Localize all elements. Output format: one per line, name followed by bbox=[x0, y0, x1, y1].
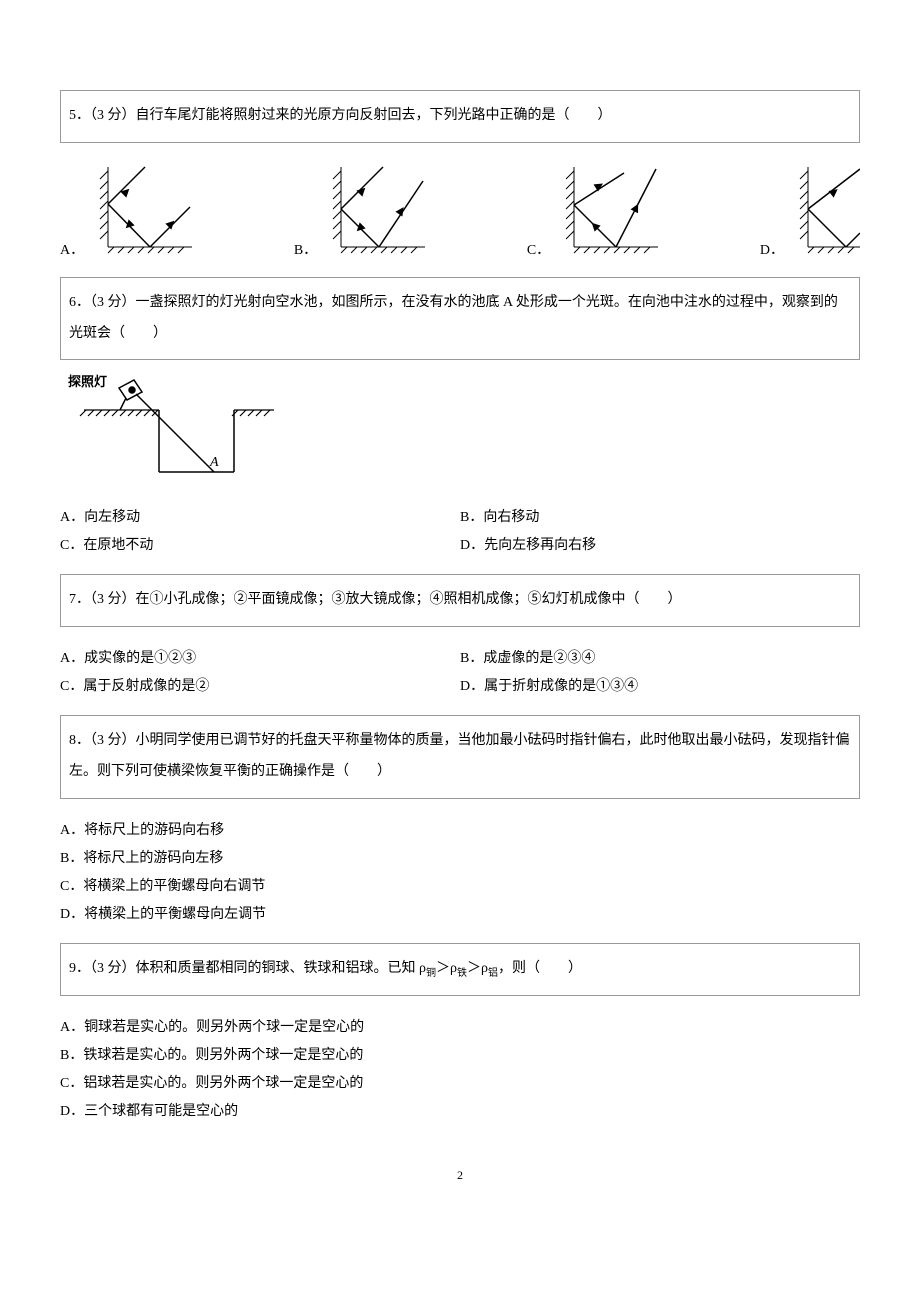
q9-opt-d: D．三个球都有可能是空心的 bbox=[60, 1096, 860, 1124]
page-number: 2 bbox=[60, 1168, 860, 1183]
q7-opt-b: B．成虚像的是②③④ bbox=[460, 643, 860, 671]
q6-svg: 探照灯 bbox=[64, 372, 284, 482]
q6-stem-box: 6．（3 分）一盏探照灯的灯光射向空水池，如图所示，在没有水的池底 A 处形成一… bbox=[60, 277, 860, 361]
q6-pointA: A bbox=[209, 455, 219, 470]
q6-options: A．向左移动 B．向右移动 C．在原地不动 D．先向左移再向右移 bbox=[60, 498, 860, 562]
q8-stem-box: 8．（3 分）小明同学使用已调节好的托盘天平称量物体的质量，当他加最小砝码时指针… bbox=[60, 715, 860, 799]
q5-diagram-b bbox=[323, 159, 433, 259]
q6-lamp-label: 探照灯 bbox=[68, 374, 107, 389]
q5-options-row: A． bbox=[60, 155, 860, 263]
q5-opt-b: B． bbox=[294, 155, 433, 263]
q5-opt-c-label: C． bbox=[527, 239, 550, 259]
q9-sub2: 铁 bbox=[457, 968, 467, 979]
q8-stem: 8．（3 分）小明同学使用已调节好的托盘天平称量物体的质量，当他加最小砝码时指针… bbox=[69, 733, 850, 779]
q8-opt-d: D．将横梁上的平衡螺母向左调节 bbox=[60, 899, 860, 927]
q5-stem: 5．（3 分）自行车尾灯能将照射过来的光原方向反射回去，下列光路中正确的是（ ） bbox=[69, 108, 612, 123]
q5-opt-a-label: A． bbox=[60, 239, 84, 259]
q9-sub1: 铜 bbox=[426, 968, 436, 979]
q6-opt-d: D．先向左移再向右移 bbox=[460, 530, 860, 558]
q6-diagram: 探照灯 bbox=[64, 372, 860, 482]
q9-opt-b: B．铁球若是实心的。则另外两个球一定是空心的 bbox=[60, 1040, 860, 1068]
q9-opt-c: C．铝球若是实心的。则另外两个球一定是空心的 bbox=[60, 1068, 860, 1096]
q8-opt-a: A．将标尺上的游码向右移 bbox=[60, 815, 860, 843]
q5-diagram-d bbox=[790, 159, 860, 259]
q9-stem-prefix: 9．（3 分）体积和质量都相同的铜球、铁球和铝球。已知 ρ bbox=[69, 961, 426, 976]
q8-options: A．将标尺上的游码向右移 B．将标尺上的游码向左移 C．将横梁上的平衡螺母向右调… bbox=[60, 811, 860, 931]
q9-mid2: ＞ρ bbox=[467, 961, 488, 976]
q5-diagram-a bbox=[90, 159, 200, 259]
q5-opt-d-label: D． bbox=[760, 239, 784, 259]
page-content: 5．（3 分）自行车尾灯能将照射过来的光原方向反射回去，下列光路中正确的是（ ）… bbox=[0, 0, 920, 1223]
q7-opt-d: D．属于折射成像的是①③④ bbox=[460, 671, 860, 699]
q9-stem-box: 9．（3 分）体积和质量都相同的铜球、铁球和铝球。已知 ρ铜＞ρ铁＞ρ铝，则（ … bbox=[60, 943, 860, 996]
q9-sub3: 铝 bbox=[488, 968, 498, 979]
q7-stem: 7．（3 分）在①小孔成像；②平面镜成像；③放大镜成像；④照相机成像；⑤幻灯机成… bbox=[69, 592, 682, 607]
q8-opt-b: B．将标尺上的游码向左移 bbox=[60, 843, 860, 871]
q9-options: A．铜球若是实心的。则另外两个球一定是空心的 B．铁球若是实心的。则另外两个球一… bbox=[60, 1008, 860, 1128]
q7-options: A．成实像的是①②③ B．成虚像的是②③④ C．属于反射成像的是② D．属于折射… bbox=[60, 639, 860, 703]
q6-opt-b: B．向右移动 bbox=[460, 502, 860, 530]
q6-opt-c: C．在原地不动 bbox=[60, 530, 460, 558]
q5-opt-a: A． bbox=[60, 155, 200, 263]
q5-opt-c: C． bbox=[527, 155, 666, 263]
q9-opt-a: A．铜球若是实心的。则另外两个球一定是空心的 bbox=[60, 1012, 860, 1040]
q5-opt-d: D． bbox=[760, 155, 860, 263]
q8-opt-c: C．将横梁上的平衡螺母向右调节 bbox=[60, 871, 860, 899]
q6-stem: 6．（3 分）一盏探照灯的灯光射向空水池，如图所示，在没有水的池底 A 处形成一… bbox=[69, 295, 838, 341]
q9-stem-suffix: ，则（ ） bbox=[498, 961, 582, 976]
q7-stem-box: 7．（3 分）在①小孔成像；②平面镜成像；③放大镜成像；④照相机成像；⑤幻灯机成… bbox=[60, 574, 860, 627]
q9-mid1: ＞ρ bbox=[436, 961, 457, 976]
q6-opt-a: A．向左移动 bbox=[60, 502, 460, 530]
q7-opt-c: C．属于反射成像的是② bbox=[60, 671, 460, 699]
q5-diagram-c bbox=[556, 159, 666, 259]
q5-opt-b-label: B． bbox=[294, 239, 317, 259]
q7-opt-a: A．成实像的是①②③ bbox=[60, 643, 460, 671]
q5-stem-box: 5．（3 分）自行车尾灯能将照射过来的光原方向反射回去，下列光路中正确的是（ ） bbox=[60, 90, 860, 143]
